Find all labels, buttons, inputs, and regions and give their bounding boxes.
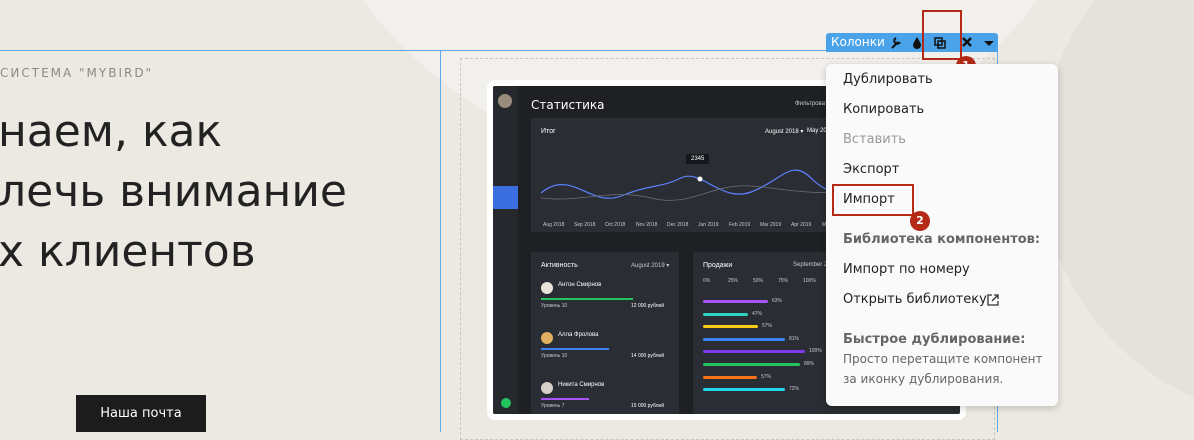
eyebrow: СИСТЕМА "MYBIRD" (0, 66, 154, 80)
heading: наем, как лечь внимание х клиентов (0, 102, 347, 282)
bar-label: 100% (809, 348, 822, 355)
person-name: Никита Смирнов (558, 382, 605, 388)
menu-item[interactable]: Дублировать (843, 72, 933, 87)
sales-bar (703, 300, 768, 303)
bar-label: 72% (789, 386, 800, 393)
x-label: Feb 2019 (729, 222, 751, 228)
external-icon (987, 294, 999, 306)
toolbar: Колонки (826, 33, 998, 52)
scale-label: 75% (778, 278, 789, 284)
sales-bar (703, 325, 758, 329)
progress (541, 298, 633, 300)
line-chart (540, 169, 882, 201)
period-from: August 2018 ▾ (765, 129, 804, 135)
avatar (541, 282, 553, 294)
highlight (832, 184, 914, 216)
period: September 2019 (793, 262, 838, 268)
x-label: Aug 2018 (543, 222, 565, 228)
x-label: Sep 2018 (574, 222, 596, 228)
sidebar (493, 86, 518, 414)
sales-bar (703, 312, 748, 316)
menu-item[interactable]: Импорт (843, 192, 895, 207)
bar-label: 47% (752, 310, 763, 317)
selection-line (0, 50, 998, 51)
x-label: Apr 2019 (791, 222, 812, 228)
bar-label: 89% (804, 361, 815, 367)
button[interactable]: Наша почта (76, 395, 206, 432)
menu-item[interactable]: Открыть библиотеку (843, 292, 987, 307)
highlight (922, 10, 962, 60)
panel-title: Активность (541, 262, 578, 269)
person-name: Алла Фролова (558, 332, 599, 338)
bar-label: 57% (761, 373, 772, 380)
menu-item[interactable]: Экспорт (843, 162, 900, 177)
filter: Фильтровать (795, 101, 831, 107)
heading-line: х клиентов (0, 226, 256, 277)
heading-line: наем, как (0, 106, 223, 157)
x-label: Mar 2019 (760, 222, 782, 228)
menu-item[interactable]: Импорт по номеру (843, 262, 970, 277)
sales-bar (703, 350, 805, 354)
sales-bar (703, 375, 757, 379)
selection-line (440, 50, 441, 432)
tooltip: 2345 (686, 154, 710, 164)
hint: Просто перетащите компонент (843, 352, 1043, 366)
sales-bar (703, 388, 785, 392)
progress (541, 398, 589, 400)
add-button (501, 398, 511, 408)
heading-line: лечь внимание (0, 166, 347, 217)
period-to: May 2019 (807, 128, 834, 134)
dropdown-menu: Дублировать Копировать Вставить Экспорт … (826, 64, 1058, 406)
panel-title: Итог (541, 128, 556, 135)
level: Уровень 10 (541, 353, 568, 359)
level: Уровень 7 (541, 403, 565, 409)
sales-bar (703, 337, 785, 341)
avatar (498, 94, 512, 108)
sidebar-active (493, 186, 518, 209)
x-label: Jan 2019 (698, 222, 719, 228)
level: Уровень 10 (541, 303, 568, 309)
hint: за иконку дублирования. (843, 372, 1004, 386)
period: August 2019 ▾ (631, 263, 670, 269)
x-label: Oct 2018 (605, 222, 626, 228)
sales-bar (703, 363, 800, 366)
section-title: Библиотека компонентов: (843, 232, 1041, 247)
bar-label: 57% (762, 323, 773, 330)
scale-label: 50% (753, 278, 764, 284)
section-title: Быстрое дублирование: (843, 332, 1026, 347)
dash-title: Статистика (531, 98, 605, 112)
amount: 14 000 рублей (631, 353, 665, 359)
scale-label: 100% (803, 278, 816, 284)
activity-panel: Активность August 2019 ▾ Антон Смирнов Ур… (531, 252, 679, 414)
avatar (541, 382, 553, 394)
x-label: Nov 2018 (636, 222, 658, 228)
bar-label: 63% (772, 298, 783, 304)
panel-title: Продажи (703, 262, 733, 269)
avatar (541, 332, 553, 344)
bar-label: 81% (789, 335, 800, 342)
progress (541, 348, 609, 350)
menu-item[interactable]: Копировать (843, 102, 925, 117)
menu-item: Вставить (843, 132, 906, 147)
person-name: Антон Смирнов (558, 282, 602, 288)
toolbar-label[interactable]: Колонки (831, 35, 885, 49)
step-badge: 2 (910, 211, 930, 231)
scale-label: 0% (703, 278, 711, 284)
scale-label: 25% (728, 278, 739, 284)
toolbar-icons[interactable] (886, 33, 998, 52)
amount: 12 000 рублей (631, 303, 665, 309)
amount: 15 000 рублей (631, 403, 665, 409)
x-label: Dec 2018 (667, 222, 689, 228)
